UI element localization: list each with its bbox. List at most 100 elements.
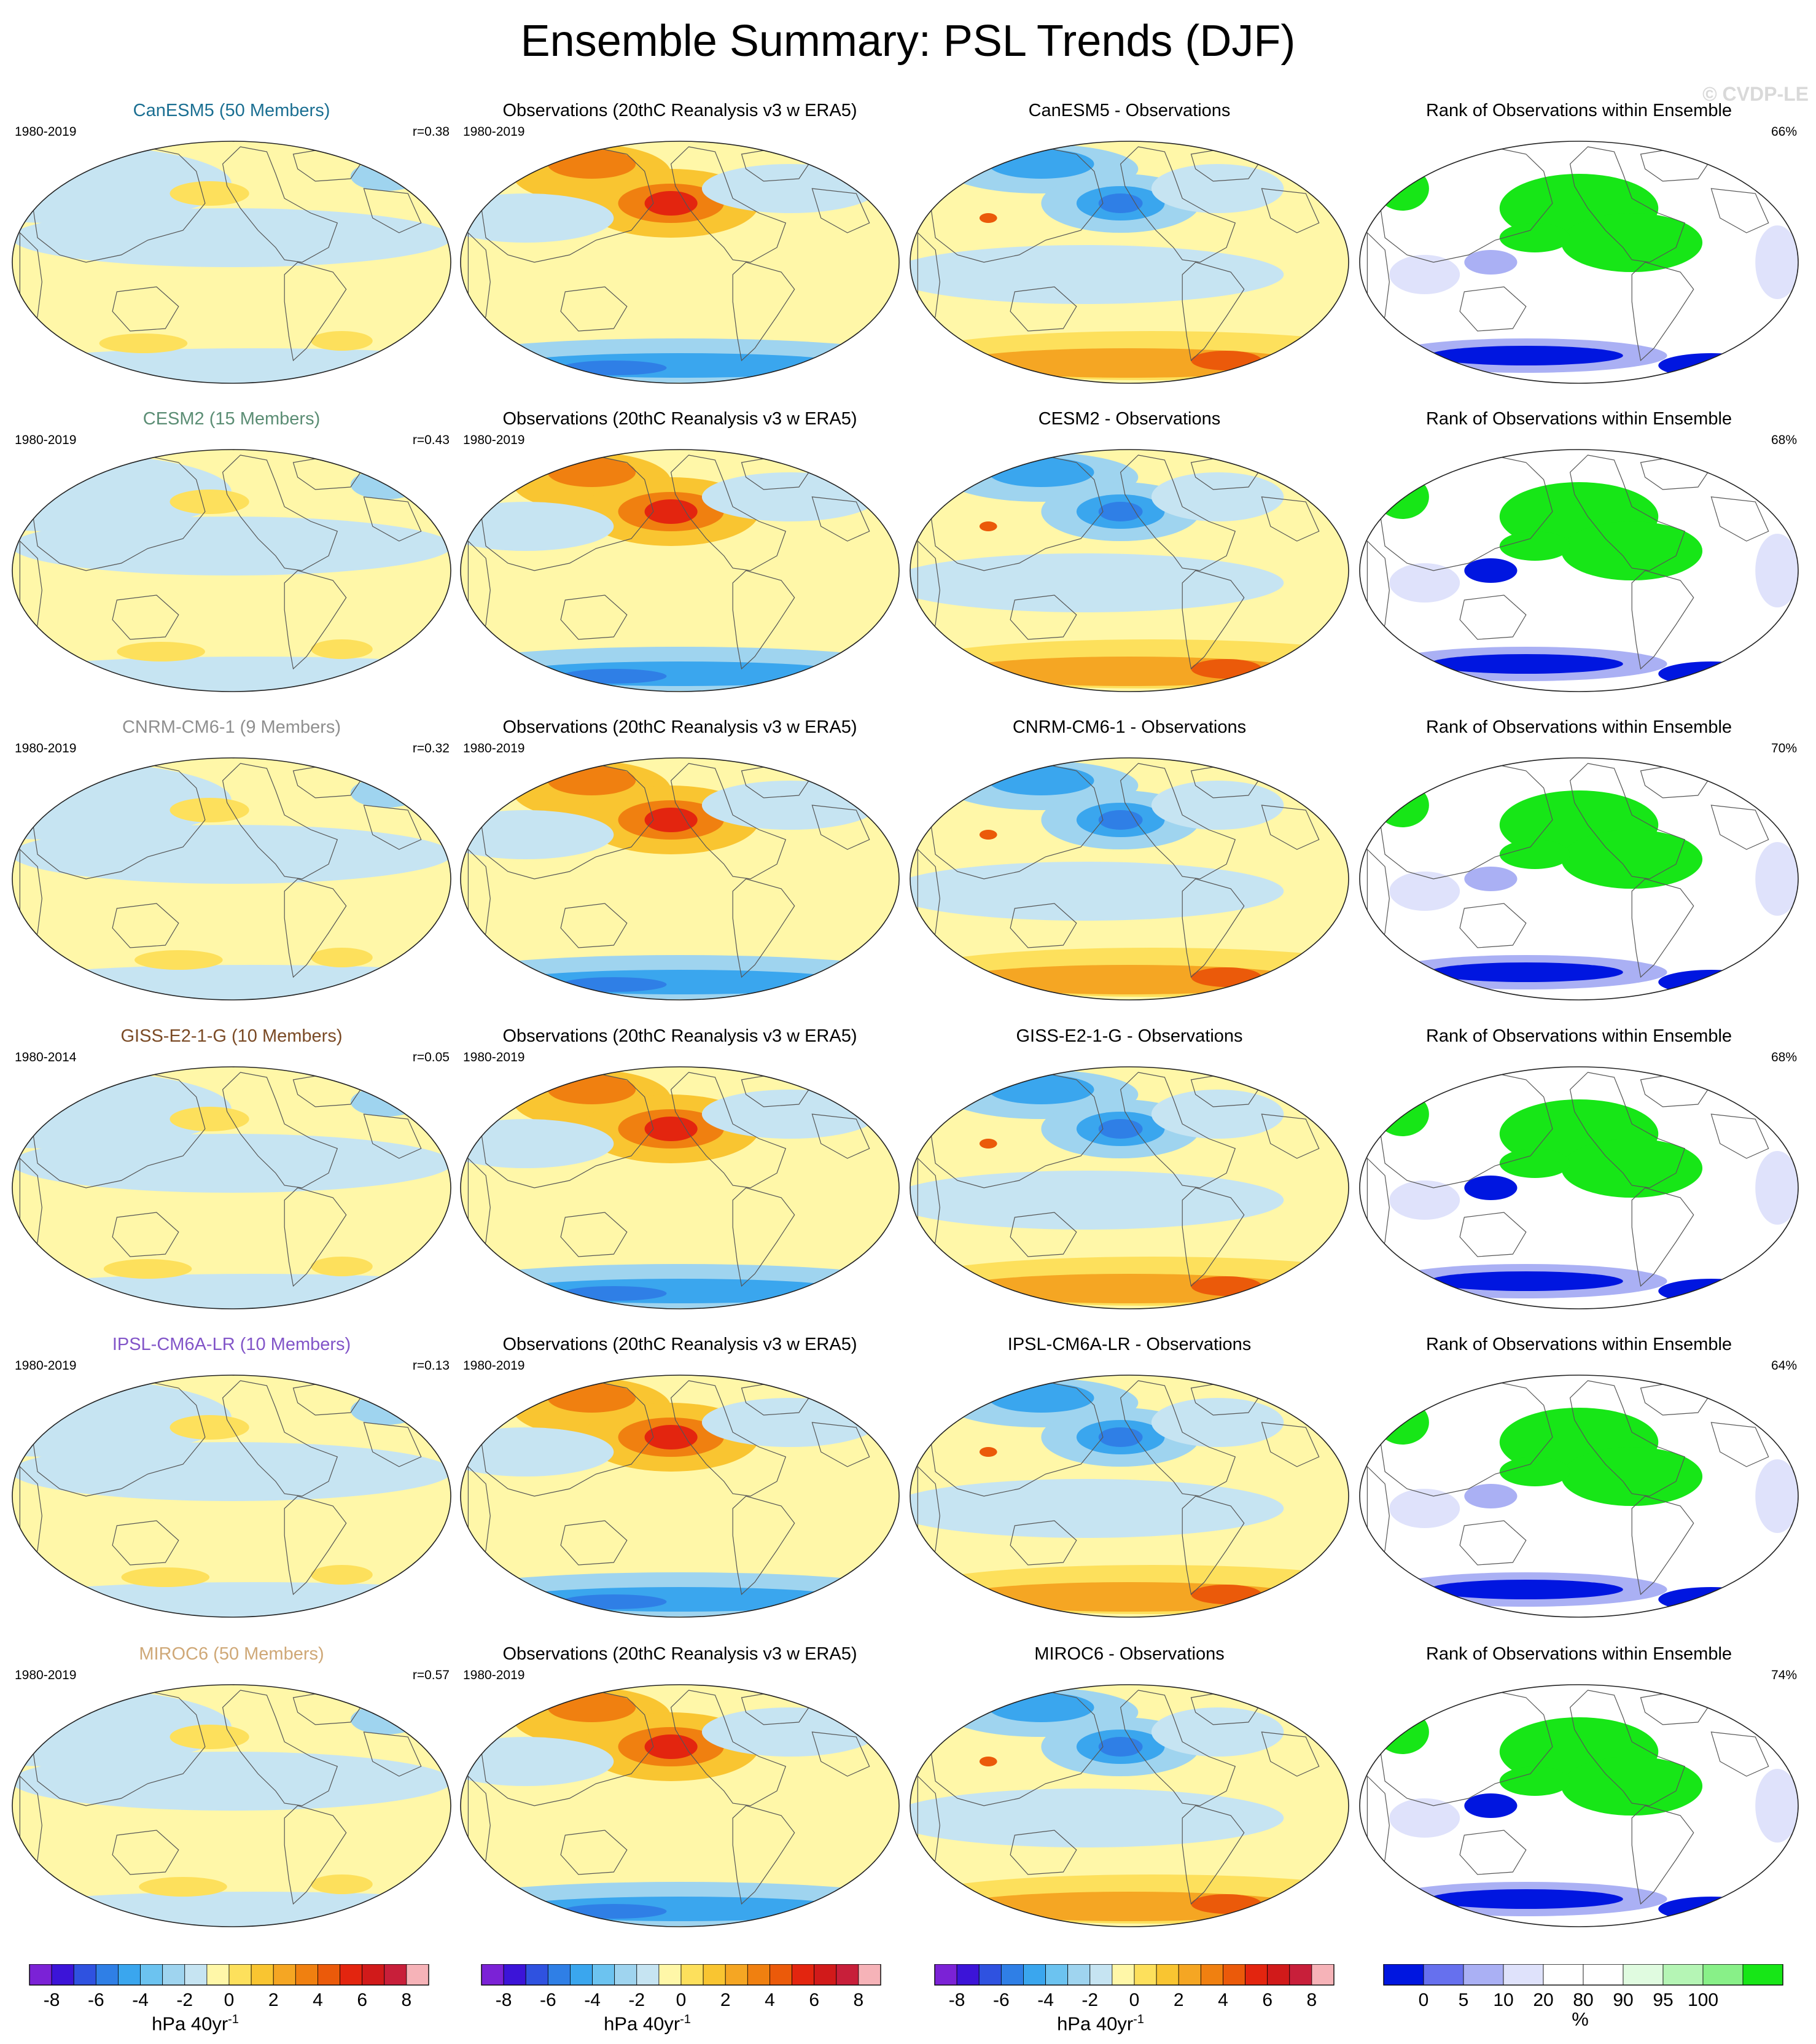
colorbar-tick-label: -2 (176, 1990, 193, 2010)
obs-map (460, 449, 900, 692)
colorbar-tick-label: 2 (268, 1990, 279, 2010)
colorbar-swatch (836, 1964, 859, 1986)
colorbar-swatch (184, 1964, 208, 1986)
colorbar-swatch (725, 1964, 748, 1986)
colorbar-swatch (1000, 1964, 1024, 1986)
colorbar-swatch (858, 1964, 881, 1986)
colorbar-tick-label: 80 (1573, 1990, 1593, 2010)
page-title: Ensemble Summary: PSL Trends (DJF) (520, 17, 1296, 66)
colorbar-1: -8 -6 -4 -2 0 2 4 6 8 (29, 1964, 429, 2010)
colorbar-swatch (978, 1964, 1002, 1986)
colorbar-tick-label: 2 (720, 1990, 731, 2010)
obs-map (460, 1066, 900, 1309)
colorbar-swatch (295, 1964, 318, 1986)
colorbar-swatch (1089, 1964, 1113, 1986)
rank-panel: Rank of Observations within Ensemble 74% (1358, 1644, 1799, 1929)
colorbar-tick-label: 100 (1688, 1990, 1718, 2010)
model-map (12, 141, 451, 384)
colorbar-swatch (95, 1964, 119, 1986)
colorbar-swatch (384, 1964, 407, 1986)
colorbar-swatch (814, 1964, 837, 1986)
period-label: 1980-2019 (463, 741, 525, 755)
rank-map (1359, 141, 1799, 384)
rank-panel: Rank of Observations within Ensemble 64% (1358, 1334, 1799, 1619)
diff-map (910, 1684, 1349, 1927)
diff-panel-title: GISS-E2-1-G - Observations (1016, 1026, 1243, 1046)
colorbar-swatch (206, 1964, 230, 1986)
colorbar-tick-label: 95 (1653, 1990, 1673, 2010)
pattern-correlation: r=0.13 (412, 1359, 450, 1373)
diff-panel-title: CanESM5 - Observations (1028, 101, 1231, 120)
colorbar-tick-label: -6 (993, 1990, 1010, 2010)
colorbar-swatch (228, 1964, 252, 1986)
diff-panel: CNRM-CM6-1 - Observations (909, 717, 1350, 1002)
rank-map (1359, 757, 1799, 1001)
obs-map (460, 757, 900, 1001)
obs-map (460, 1375, 900, 1618)
period-label: 1980-2019 (15, 433, 77, 447)
colorbar-swatch (570, 1964, 593, 1986)
rank-panel-title: Rank of Observations within Ensemble (1425, 1335, 1732, 1354)
colorbar-tick-label: 4 (313, 1990, 323, 2010)
colorbar-swatch (1112, 1964, 1135, 1986)
obs-panel-title: Observations (20thC Reanalysis v3 w ERA5… (502, 1644, 857, 1664)
colorbar-swatch (1023, 1964, 1046, 1986)
period-label: 1980-2019 (15, 1668, 77, 1682)
colorbar-swatch (934, 1964, 957, 1986)
model-panel-title: GISS-E2-1-G (10 Members) (120, 1026, 343, 1046)
obs-panel: Observations (20thC Reanalysis v3 w ERA5… (459, 1644, 900, 1929)
obs-panel: Observations (20thC Reanalysis v3 w ERA5… (459, 717, 900, 1002)
colorbar-swatch (1702, 1964, 1744, 1986)
obs-panel-title: Observations (20thC Reanalysis v3 w ERA5… (502, 1026, 857, 1046)
rank-map (1359, 1375, 1799, 1618)
colorbar-swatch (1742, 1964, 1783, 1986)
obs-panel-title: Observations (20thC Reanalysis v3 w ERA5… (502, 717, 857, 737)
colorbar-tick-label: -8 (44, 1990, 60, 2010)
colorbar-tick-label: -2 (628, 1990, 645, 2010)
diff-panel: CanESM5 - Observations (909, 100, 1350, 385)
colorbar-swatch (1178, 1964, 1201, 1986)
colorbar-swatch (1543, 1964, 1584, 1986)
diff-panel-title: IPSL-CM6A-LR - Observations (1007, 1335, 1252, 1354)
colorbar-swatch (1156, 1964, 1179, 1986)
colorbar-swatch (1067, 1964, 1091, 1986)
pattern-correlation: r=0.05 (412, 1050, 450, 1064)
model-panel: CanESM5 (50 Members) 1980-2019 r=0.38 (11, 100, 452, 385)
rank-panel: Rank of Observations within Ensemble 66% (1358, 100, 1799, 385)
colorbar-tick-label: 4 (1218, 1990, 1228, 2010)
model-map (12, 449, 451, 692)
model-map (12, 1066, 451, 1309)
colorbar-swatch (118, 1964, 141, 1986)
colorbar-swatch (1045, 1964, 1069, 1986)
colorbar-label: % (1488, 2008, 1672, 2030)
colorbar-tick-label: -6 (540, 1990, 556, 2010)
colorbar-tick-label: 2 (1174, 1990, 1184, 2010)
colorbar-swatch (251, 1964, 274, 1986)
colorbar-swatch (680, 1964, 704, 1986)
obs-map (460, 141, 900, 384)
colorbar-unit-exponent: -1 (228, 2013, 239, 2026)
rank-panel: Rank of Observations within Ensemble 68% (1358, 1026, 1799, 1311)
colorbar-swatch (1289, 1964, 1312, 1986)
rank-percent: 68% (1771, 1050, 1797, 1064)
rank-percent: 66% (1771, 125, 1797, 139)
colorbar-swatch (747, 1964, 770, 1986)
colorbar-tick-label: 8 (1307, 1990, 1317, 2010)
period-label: 1980-2019 (463, 1668, 525, 1682)
colorbar-swatch (1311, 1964, 1335, 1986)
colorbar-tick-label: 6 (1262, 1990, 1272, 2010)
model-panel: IPSL-CM6A-LR (10 Members) 1980-2019 r=0.13 (11, 1334, 452, 1619)
diff-map (910, 1066, 1349, 1309)
colorbar-swatch (1423, 1964, 1464, 1986)
colorbar-swatch (51, 1964, 74, 1986)
colorbar-swatch (614, 1964, 637, 1986)
colorbar-tick-label: 8 (402, 1990, 412, 2010)
rank-panel-title: Rank of Observations within Ensemble (1425, 1026, 1732, 1046)
pattern-correlation: r=0.57 (412, 1668, 450, 1682)
colorbar-2: -8 -6 -4 -2 0 2 4 6 8 (481, 1964, 881, 2010)
rank-percent: 70% (1771, 741, 1797, 755)
model-map (12, 1375, 451, 1618)
diff-panel: CESM2 - Observations (909, 408, 1350, 693)
obs-panel: Observations (20thC Reanalysis v3 w ERA5… (459, 100, 900, 385)
model-panel: GISS-E2-1-G (10 Members) 1980-2014 r=0.05 (11, 1026, 452, 1311)
